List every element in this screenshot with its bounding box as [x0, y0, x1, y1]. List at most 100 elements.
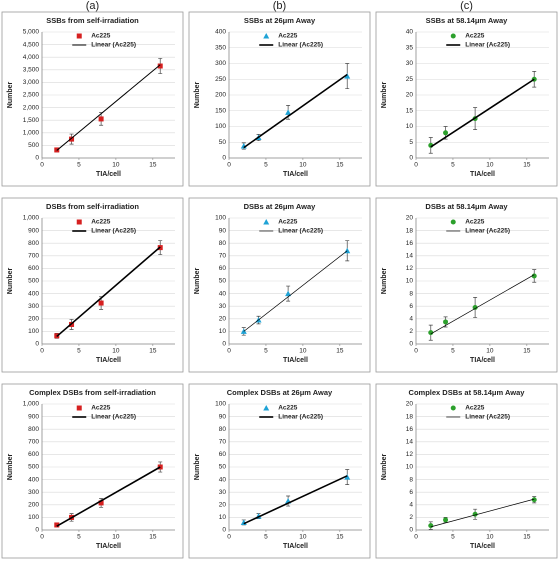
legend-label: Linear (Ac225): [465, 414, 510, 421]
y-tick-label: 30: [219, 489, 227, 496]
x-tick-label: 0: [227, 534, 231, 541]
y-axis-label: Number: [194, 268, 201, 295]
y-tick-label: 100: [215, 123, 226, 130]
y-tick-label: 400: [215, 29, 226, 36]
y-tick-label: 30: [406, 60, 414, 67]
panel-border: [375, 383, 558, 559]
y-tick-label: 40: [219, 476, 227, 483]
marker: [450, 219, 456, 225]
y-tick-label: 10: [406, 278, 414, 285]
marker: [76, 219, 82, 225]
y-tick-label: 1,000: [23, 215, 40, 222]
y-axis-label: Number: [7, 454, 14, 481]
column-label: (c): [460, 0, 473, 12]
fit-line: [243, 250, 348, 332]
x-tick-label: 5: [264, 348, 268, 355]
y-tick-label: 40: [406, 29, 414, 36]
panel-border: [375, 11, 558, 187]
y-tick-label: 3,500: [23, 67, 40, 74]
x-tick-label: 0: [414, 534, 418, 541]
x-tick-label: 0: [227, 162, 231, 169]
y-tick-label: 8: [409, 476, 413, 483]
fit-line: [56, 466, 161, 527]
fit-line: [56, 64, 161, 151]
column-label: (a): [86, 0, 99, 12]
marker: [98, 500, 104, 506]
panel-border: [1, 11, 184, 187]
x-tick-label: 10: [299, 162, 307, 169]
y-tick-label: 2,000: [23, 104, 40, 111]
y-tick-label: 300: [28, 303, 39, 310]
fit-line: [430, 78, 535, 148]
y-axis-label: Number: [194, 454, 201, 481]
y-tick-label: 900: [28, 227, 39, 234]
y-tick-label: 70: [219, 253, 227, 260]
y-tick-label: 30: [219, 303, 227, 310]
x-axis-label: TIA/cell: [283, 171, 308, 178]
marker: [54, 522, 60, 528]
y-tick-label: 0: [222, 527, 226, 534]
panel-border: [375, 197, 558, 373]
marker: [450, 33, 456, 39]
y-tick-label: 500: [28, 278, 39, 285]
x-axis-label: TIA/cell: [283, 543, 308, 550]
x-axis-label: TIA/cell: [470, 357, 495, 364]
y-tick-label: 4: [409, 316, 413, 323]
marker: [531, 273, 537, 279]
marker: [263, 405, 270, 411]
panel-border: [1, 197, 184, 373]
y-tick-label: 800: [28, 240, 39, 247]
y-tick-label: 40: [219, 290, 227, 297]
y-tick-label: 80: [219, 426, 227, 433]
x-tick-label: 0: [414, 348, 418, 355]
y-tick-label: 150: [215, 107, 226, 114]
y-tick-label: 2: [409, 328, 413, 335]
marker: [263, 33, 270, 39]
marker: [450, 405, 456, 411]
x-tick-label: 10: [112, 534, 120, 541]
y-tick-label: 12: [406, 451, 414, 458]
x-tick-label: 15: [523, 162, 531, 169]
y-tick-label: 70: [219, 439, 227, 446]
y-tick-label: 1,000: [23, 130, 40, 137]
y-tick-label: 18: [406, 413, 414, 420]
marker: [344, 73, 351, 79]
y-tick-label: 4,500: [23, 41, 40, 48]
x-tick-label: 10: [486, 348, 494, 355]
legend-label: Ac225: [465, 405, 485, 412]
x-axis-label: TIA/cell: [470, 543, 495, 550]
x-tick-label: 10: [112, 162, 120, 169]
x-tick-label: 15: [336, 348, 344, 355]
x-tick-label: 10: [486, 162, 494, 169]
y-tick-label: 0: [35, 341, 39, 348]
y-axis-label: Number: [7, 82, 14, 109]
y-tick-label: 20: [406, 401, 414, 408]
marker: [443, 319, 449, 325]
marker: [472, 304, 478, 310]
marker: [344, 474, 351, 480]
y-tick-label: 0: [35, 155, 39, 162]
y-tick-label: 1,000: [23, 401, 40, 408]
y-tick-label: 5: [409, 139, 413, 146]
y-tick-label: 20: [406, 215, 414, 222]
x-axis-label: TIA/cell: [470, 171, 495, 178]
legend-label: Ac225: [91, 33, 111, 40]
y-axis-label: Number: [381, 268, 388, 295]
marker: [76, 33, 82, 39]
x-tick-label: 0: [40, 348, 44, 355]
y-tick-label: 20: [406, 92, 414, 99]
x-tick-label: 0: [40, 534, 44, 541]
y-tick-label: 1,500: [23, 117, 40, 124]
y-tick-label: 100: [28, 514, 39, 521]
y-tick-label: 10: [219, 514, 227, 521]
x-tick-label: 5: [264, 534, 268, 541]
y-tick-label: 700: [28, 439, 39, 446]
marker: [285, 290, 292, 297]
y-tick-label: 500: [28, 142, 39, 149]
chart-title: Complex DSBs at 58.14μm Away: [409, 388, 526, 397]
x-axis-label: TIA/cell: [96, 171, 121, 178]
chart-title: SSBs from self-irradiation: [46, 16, 139, 25]
y-tick-label: 2,500: [23, 92, 40, 99]
chart-title: SSBs at 26μm Away: [244, 16, 316, 25]
legend-label: Ac225: [278, 33, 298, 40]
